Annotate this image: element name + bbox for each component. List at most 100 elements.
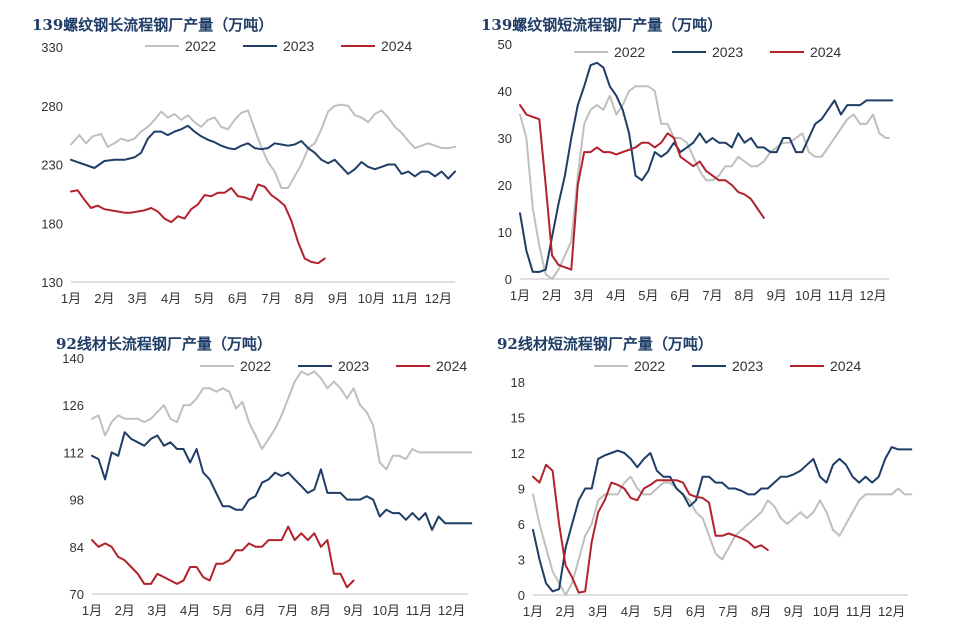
x-tick-label: 12月 — [859, 288, 886, 303]
legend-label: 2022 — [185, 38, 216, 54]
y-tick-label: 40 — [498, 84, 512, 99]
y-tick-label: 20 — [498, 178, 512, 193]
x-tick-label: 11月 — [846, 604, 873, 619]
y-tick-label: 126 — [62, 398, 84, 413]
x-tick-label: 8月 — [295, 291, 315, 306]
chart-rebar-long-process: 139螺纹钢长流程钢厂产量（万吨） 130 180 230 280 330 1月 2月 3月 4… — [0, 0, 479, 316]
y-tick-label: 280 — [41, 99, 63, 114]
y-tick-label: 6 — [518, 517, 525, 532]
x-tick-label: 12月 — [438, 603, 465, 618]
x-tick-label: 3月 — [147, 603, 167, 618]
chart-title: 139螺纹钢短流程钢厂产量（万吨） — [481, 16, 723, 34]
series-line-2024 — [532, 463, 769, 594]
x-tick-label: 3月 — [574, 288, 594, 303]
chart-title: 139螺纹钢长流程钢厂产量（万吨） — [32, 16, 274, 34]
legend-label: 2023 — [732, 358, 763, 374]
chart-svg: 130 180 230 280 330 1月 2月 3月 4月 5月 6月 7月 8月 9月 10月 11月 1… — [41, 38, 456, 306]
x-tick-label: 4月 — [161, 291, 181, 306]
chart-title: 92线材短流程钢厂产量（万吨） — [497, 335, 713, 353]
legend-label: 2024 — [381, 38, 412, 54]
x-tick-label: 12月 — [878, 604, 905, 619]
x-tick-label: 1月 — [82, 603, 102, 618]
y-tick-label: 130 — [41, 275, 63, 290]
series-line-2022 — [532, 475, 913, 596]
x-tick-label: 9月 — [343, 603, 363, 618]
y-tick-label: 15 — [511, 411, 525, 426]
y-tick-label: 0 — [505, 272, 512, 287]
legend-label: 2022 — [634, 358, 665, 374]
series-line-2024 — [91, 525, 355, 589]
y-tick-label: 330 — [41, 40, 63, 55]
x-tick-label: 8月 — [734, 288, 754, 303]
x-tick-label: 5月 — [638, 288, 658, 303]
x-tick-label: 6月 — [245, 603, 265, 618]
y-tick-label: 140 — [62, 351, 84, 366]
x-tick-label: 7月 — [702, 288, 722, 303]
series-line-2022 — [91, 370, 473, 471]
legend-label: 2023 — [338, 358, 369, 374]
x-tick-label: 4月 — [180, 603, 200, 618]
x-tick-label: 2月 — [115, 603, 135, 618]
x-tick-label: 9月 — [767, 288, 787, 303]
x-tick-label: 5月 — [194, 291, 214, 306]
x-tick-label: 5月 — [653, 604, 673, 619]
chart-svg: 0 3 6 9 12 15 18 1月 2月 3月 4月 5月 6月 7月 8月 9月 10月 11月 12月 202… — [511, 358, 913, 619]
legend-label: 2024 — [810, 44, 841, 60]
x-tick-label: 7月 — [261, 291, 281, 306]
series-line-2024 — [70, 183, 326, 265]
x-tick-label: 1月 — [510, 288, 530, 303]
chart-wire-short-process: 92线材短流程钢厂产量（万吨） 0 3 6 9 12 15 18 1月 2月 3月 4月 5月 6月 7月… — [479, 316, 958, 632]
y-tick-label: 98 — [70, 493, 84, 508]
x-tick-label: 8月 — [311, 603, 331, 618]
legend-label: 2023 — [283, 38, 314, 54]
x-tick-label: 10月 — [813, 604, 840, 619]
legend-label: 2024 — [830, 358, 861, 374]
x-tick-label: 11月 — [406, 603, 433, 618]
y-tick-label: 9 — [518, 482, 525, 497]
series-line-2024 — [519, 104, 765, 271]
x-tick-label: 9月 — [784, 604, 804, 619]
x-tick-label: 11月 — [828, 288, 855, 303]
x-tick-label: 5月 — [213, 603, 233, 618]
x-tick-label: 7月 — [719, 604, 739, 619]
y-tick-label: 84 — [70, 540, 84, 555]
x-tick-label: 10月 — [358, 291, 385, 306]
series-line-2022 — [70, 103, 456, 189]
x-tick-label: 8月 — [751, 604, 771, 619]
series-line-2022 — [519, 85, 890, 280]
series-line-2023 — [91, 431, 473, 531]
legend-label: 2024 — [436, 358, 467, 374]
legend-label: 2022 — [240, 358, 271, 374]
chart-wire-long-process: 92线材长流程钢厂产量（万吨） 70 84 98 112 126 140 1月 2月 3月 4月 5… — [0, 316, 479, 632]
y-tick-label: 70 — [70, 587, 84, 602]
y-tick-label: 230 — [41, 158, 63, 173]
x-tick-label: 1月 — [523, 604, 543, 619]
chart-title: 92线材长流程钢厂产量（万吨） — [56, 335, 272, 353]
x-tick-label: 6月 — [670, 288, 690, 303]
series-line-2023 — [532, 446, 913, 593]
chart-svg: 70 84 98 112 126 140 1月 2月 3月 4月 5月 6月 7月 8月 9月 10月 11月 1… — [62, 351, 473, 618]
legend-label: 2022 — [614, 44, 645, 60]
chart-svg: 0 10 20 30 40 50 1月 2月 3月 4月 5月 6月 7月 8月 9月 10月 11月 12月 20… — [498, 37, 894, 303]
y-tick-label: 180 — [41, 216, 63, 231]
x-tick-label: 10月 — [795, 288, 822, 303]
y-tick-label: 3 — [518, 553, 525, 568]
y-tick-label: 50 — [498, 37, 512, 52]
y-tick-label: 0 — [518, 588, 525, 603]
x-tick-label: 6月 — [686, 604, 706, 619]
x-tick-label: 7月 — [278, 603, 298, 618]
x-tick-label: 3月 — [128, 291, 148, 306]
series-line-2023 — [519, 61, 894, 273]
x-tick-label: 3月 — [588, 604, 608, 619]
y-tick-label: 10 — [498, 225, 512, 240]
y-tick-label: 12 — [511, 446, 525, 461]
x-tick-label: 11月 — [392, 291, 419, 306]
x-tick-label: 4月 — [621, 604, 641, 619]
x-tick-label: 6月 — [228, 291, 248, 306]
legend-label: 2023 — [712, 44, 743, 60]
x-tick-label: 12月 — [425, 291, 452, 306]
x-tick-label: 2月 — [94, 291, 114, 306]
x-tick-label: 2月 — [555, 604, 575, 619]
x-tick-label: 2月 — [542, 288, 562, 303]
series-line-2023 — [70, 124, 456, 180]
